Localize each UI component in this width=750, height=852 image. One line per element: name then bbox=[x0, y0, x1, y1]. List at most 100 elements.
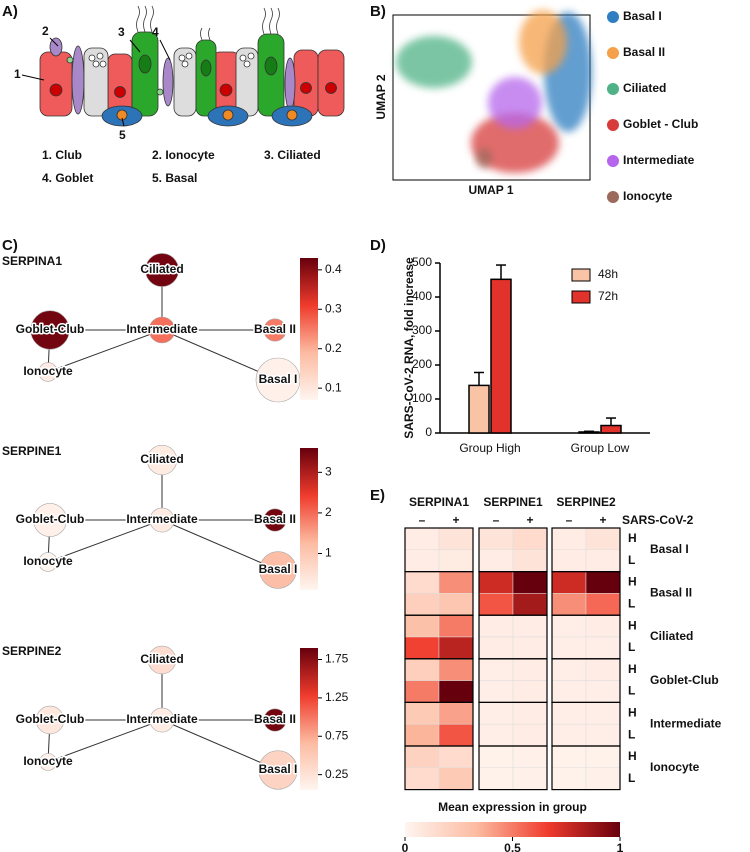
heatmap-cell bbox=[551, 614, 587, 638]
heatmap-cell bbox=[512, 571, 548, 594]
node-label: Goblet-Club bbox=[16, 712, 85, 726]
heatmap-cell bbox=[478, 527, 514, 551]
legend-label: Intermediate bbox=[623, 153, 695, 167]
colorbar-tick-label: 2 bbox=[325, 505, 332, 519]
heatmap-cell bbox=[585, 614, 621, 638]
node bbox=[263, 508, 287, 532]
heatmap-cell bbox=[551, 571, 587, 594]
column-label: SERPINA1 bbox=[409, 495, 469, 509]
panel-label: D) bbox=[370, 237, 386, 254]
y-tick-label: 300 bbox=[412, 323, 432, 337]
heatmap-cell bbox=[551, 593, 587, 616]
graph-title: SERPINE1 bbox=[2, 444, 62, 458]
legend-marker bbox=[607, 83, 619, 95]
heatmap-cell bbox=[438, 571, 474, 594]
heatmap-cell bbox=[585, 767, 621, 790]
row-label: Basal II bbox=[650, 586, 692, 600]
condition-label: – bbox=[566, 513, 573, 527]
condition-title: SARS-CoV-2 bbox=[622, 513, 694, 527]
colorbar-label: Mean expression in group bbox=[438, 800, 587, 814]
heatmap-cell bbox=[585, 680, 621, 703]
row-label: Basal I bbox=[650, 542, 689, 556]
legend-marker bbox=[607, 155, 619, 167]
colorbar-tick-label: 1 bbox=[325, 546, 332, 560]
legend-label: Basal I bbox=[623, 9, 662, 23]
cluster-region bbox=[471, 113, 559, 173]
plot-frame bbox=[392, 14, 591, 181]
legend-label: Basal II bbox=[623, 45, 665, 59]
legend-marker bbox=[607, 119, 619, 131]
condition-label: + bbox=[452, 513, 459, 527]
heatmap-cell bbox=[551, 702, 587, 725]
condition-label: + bbox=[526, 513, 533, 527]
legend-swatch bbox=[571, 290, 591, 304]
node-label: Basal II bbox=[254, 712, 296, 726]
heatmap-cell bbox=[512, 527, 548, 551]
level-label: L bbox=[628, 771, 635, 785]
y-tick-label: 400 bbox=[412, 289, 432, 303]
heatmap-cell bbox=[512, 593, 548, 616]
heatmap-cell bbox=[512, 636, 548, 660]
legend-label: Ciliated bbox=[623, 81, 666, 95]
colorbar-tick-label: 0.3 bbox=[325, 301, 342, 315]
heatmap-cell bbox=[438, 549, 474, 572]
bar bbox=[578, 431, 600, 434]
legend-text: 3. Ciliated bbox=[264, 148, 321, 162]
heatmap-cell bbox=[438, 745, 474, 769]
legend-text: 4. Goblet bbox=[42, 171, 93, 185]
heatmap-cell bbox=[585, 527, 621, 551]
heatmap-cell bbox=[404, 745, 440, 769]
heatmap-cell bbox=[438, 593, 474, 616]
graph-title: SERPINA1 bbox=[2, 254, 62, 268]
callout: 3 bbox=[118, 25, 125, 39]
colorbar bbox=[300, 258, 318, 400]
heatmap-cell bbox=[585, 702, 621, 725]
level-label: L bbox=[628, 640, 635, 654]
legend-marker bbox=[607, 11, 619, 23]
node bbox=[145, 253, 179, 287]
heatmap-cell bbox=[404, 636, 440, 660]
panel-label: A) bbox=[2, 3, 18, 20]
bar bbox=[468, 384, 490, 434]
legend-text: 2. Ionocyte bbox=[152, 148, 215, 162]
node-label: Basal II bbox=[254, 512, 296, 526]
heatmap-cell bbox=[478, 767, 514, 790]
heatmap-cell bbox=[512, 767, 548, 790]
heatmap-cell bbox=[404, 680, 440, 703]
node bbox=[263, 318, 287, 342]
node-label: Ionocyte bbox=[23, 754, 73, 768]
group-border bbox=[404, 745, 474, 791]
heatmap-cell bbox=[551, 549, 587, 572]
colorbar-tick-label: 0.2 bbox=[325, 341, 342, 355]
colorbar bbox=[300, 448, 318, 590]
heatmap-cell bbox=[551, 658, 587, 681]
node bbox=[147, 645, 177, 675]
heatmap-cell bbox=[512, 658, 548, 681]
node-label: Intermediate bbox=[126, 712, 198, 726]
node-label: Basal II bbox=[254, 322, 296, 336]
node bbox=[30, 310, 70, 350]
heatmap-cell bbox=[404, 614, 440, 638]
legend-label: 48h bbox=[598, 267, 618, 281]
heatmap-cell bbox=[551, 723, 587, 747]
edge bbox=[47, 519, 163, 563]
heatmap-cell bbox=[478, 680, 514, 703]
heatmap-cell bbox=[478, 571, 514, 594]
colorbar-tick-label: 0.25 bbox=[325, 767, 349, 781]
callout: 5 bbox=[119, 128, 126, 142]
heatmap-cell bbox=[478, 549, 514, 572]
node-label: Basal I bbox=[259, 372, 298, 386]
level-label: H bbox=[628, 618, 637, 632]
node bbox=[148, 316, 176, 344]
heatmap-cell bbox=[438, 680, 474, 703]
heatmap-cell bbox=[404, 767, 440, 790]
node-label: Ionocyte bbox=[23, 364, 73, 378]
node-label: Goblet-Club bbox=[16, 512, 85, 526]
condition-label: + bbox=[599, 513, 606, 527]
level-label: H bbox=[628, 662, 637, 676]
colorbar-tick-label: 1.25 bbox=[325, 690, 349, 704]
colorbar-tick-label: 0.1 bbox=[325, 380, 342, 394]
y-tick-label: 100 bbox=[412, 391, 432, 405]
colorbar-tick-label: 0 bbox=[402, 841, 409, 852]
